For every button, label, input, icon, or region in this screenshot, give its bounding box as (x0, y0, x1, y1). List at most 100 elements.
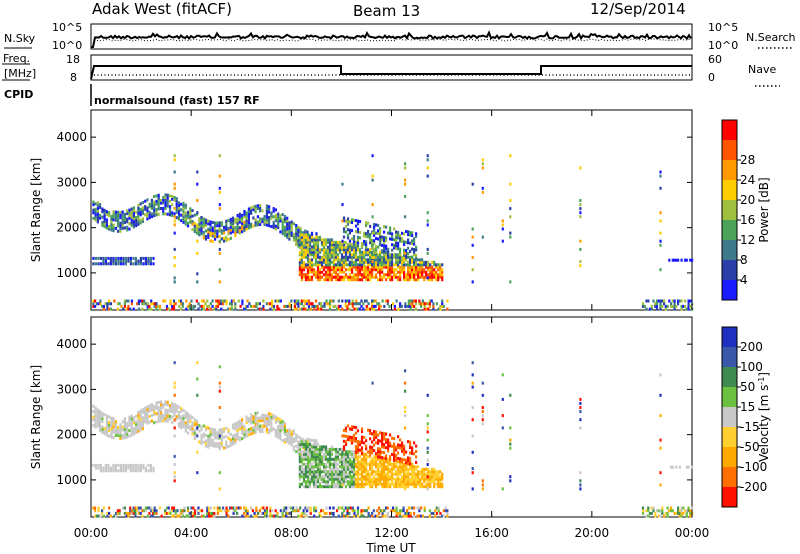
data-cell (373, 449, 376, 452)
data-cell (383, 465, 386, 469)
data-cell (435, 511, 438, 515)
data-cell (367, 275, 370, 279)
data-cell (148, 409, 151, 413)
data-cell (112, 212, 115, 216)
data-cell (383, 263, 386, 267)
data-cell (132, 217, 135, 221)
data-cell (397, 485, 400, 489)
data-cell (314, 462, 318, 466)
data-cell (332, 248, 336, 252)
data-cell (257, 511, 260, 515)
data-cell (353, 511, 356, 515)
data-cell (250, 209, 253, 213)
data-cell (309, 511, 312, 515)
data-cell (300, 245, 303, 249)
data-cell (218, 428, 221, 432)
data-cell (383, 273, 386, 277)
data-cell (421, 260, 424, 264)
data-cell (99, 421, 102, 424)
data-cell (214, 237, 217, 241)
data-cell (241, 420, 244, 424)
data-cell (413, 472, 416, 476)
data-cell (123, 220, 126, 224)
data-cell (579, 203, 582, 207)
data-cell (362, 509, 365, 513)
data-cell (671, 465, 674, 469)
data-cell (297, 225, 300, 229)
data-cell (377, 457, 380, 461)
data-cell (283, 432, 286, 436)
data-cell (127, 256, 130, 260)
data-cell (388, 304, 391, 308)
data-cell (344, 475, 348, 479)
data-cell (346, 465, 350, 469)
data-cell (363, 270, 366, 274)
data-cell (579, 487, 582, 491)
data-cell (393, 442, 396, 446)
data-cell (352, 436, 356, 440)
data-cell (236, 426, 239, 430)
colorbar-tick-label: -200 (740, 480, 767, 494)
data-cell (397, 263, 400, 267)
data-cell (441, 275, 444, 279)
data-cell (292, 445, 295, 449)
data-cell (439, 482, 442, 486)
data-cell (358, 260, 362, 264)
data-cell (234, 509, 237, 513)
data-cell (195, 226, 199, 230)
data-cell (411, 449, 414, 453)
data-cell (286, 230, 289, 234)
data-cell (320, 248, 324, 252)
data-cell (310, 457, 314, 461)
data-cell (134, 514, 137, 518)
data-cell (689, 299, 692, 303)
data-cell (274, 216, 277, 220)
data-cell (207, 442, 210, 446)
data-cell (326, 475, 330, 479)
data-cell (254, 411, 257, 415)
data-cell (404, 487, 407, 491)
data-cell (320, 480, 324, 484)
data-cell (399, 275, 402, 279)
data-cell (403, 254, 406, 257)
data-cell (279, 230, 282, 234)
data-cell (341, 307, 344, 311)
data-cell (105, 226, 108, 230)
data-cell (365, 221, 368, 225)
data-cell (332, 268, 336, 272)
data-cell (383, 265, 386, 269)
data-cell (421, 514, 424, 518)
data-cell (207, 222, 210, 226)
data-cell (166, 403, 169, 407)
data-cell (338, 460, 342, 464)
data-cell (334, 482, 338, 486)
data-cell (407, 459, 410, 463)
data-cell (295, 433, 298, 437)
data-cell (112, 419, 115, 423)
data-cell (241, 429, 244, 433)
data-cell (377, 229, 380, 233)
data-cell (304, 299, 307, 303)
data-cell (175, 417, 178, 421)
data-cell (367, 470, 370, 474)
data-cell (371, 231, 374, 235)
data-cell (322, 457, 326, 461)
data-cell (379, 462, 382, 466)
data-cell (274, 514, 277, 518)
data-cell (402, 514, 405, 518)
data-cell (369, 253, 372, 257)
data-cell (218, 302, 221, 306)
data-cell (372, 299, 375, 303)
data-cell (173, 182, 176, 186)
data-cell (168, 194, 172, 198)
data-cell (283, 438, 286, 442)
data-cell (308, 270, 312, 274)
data-cell (379, 460, 382, 464)
data-cell (302, 240, 306, 244)
data-cell (300, 255, 303, 259)
data-cell (279, 429, 282, 433)
data-cell (336, 260, 340, 264)
data-cell (292, 429, 295, 433)
data-cell (346, 460, 350, 464)
data-cell (139, 262, 142, 266)
